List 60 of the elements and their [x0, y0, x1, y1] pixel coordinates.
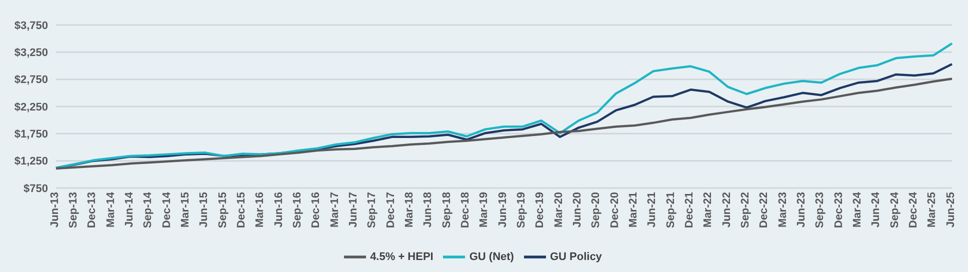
x-tick-label: Dec-18: [459, 192, 472, 228]
x-tick-label: Jun-24: [870, 191, 882, 228]
y-tick-label: $2,250: [14, 101, 48, 114]
x-tick-label: Jun-22: [720, 192, 733, 228]
x-tick-label: Dec-16: [310, 192, 322, 228]
y-tick-label: $1,750: [14, 128, 48, 141]
x-tick-label: Sep-17: [366, 192, 378, 228]
x-tick-label: Jun-21: [646, 192, 658, 228]
x-tick-label: Dec-22: [758, 192, 770, 228]
x-tick-label: Jun-14: [123, 191, 136, 228]
x-tick-label: Jun-23: [795, 192, 808, 228]
x-tick-label: Jun-15: [198, 192, 210, 228]
x-tick-label: Dec-19: [534, 192, 546, 228]
x-tick-label: Dec-17: [384, 192, 397, 228]
x-tick-label: Sep-19: [515, 192, 528, 228]
x-tick-label: Jun-18: [422, 192, 434, 228]
x-tick-label: Jun-17: [347, 192, 360, 228]
x-tick-label: Sep-18: [440, 192, 453, 228]
x-tick-label: Mar-16: [254, 192, 266, 228]
x-tick-label: Jun-13: [48, 192, 61, 228]
x-tick-label: Mar-18: [403, 192, 416, 228]
x-tick-label: Mar-22: [702, 192, 714, 228]
x-tick-label: Jun-16: [272, 192, 285, 228]
x-tick-label: Mar-14: [104, 191, 117, 228]
legend-label: 4.5% + HEPI: [370, 250, 434, 263]
x-tick-label: Sep-20: [590, 192, 602, 228]
x-tick-label: Sep-21: [664, 192, 677, 228]
x-tick-label: Sep-13: [67, 192, 80, 228]
x-tick-label: Mar-24: [851, 191, 864, 228]
y-tick-label: $2,750: [14, 74, 48, 86]
x-tick-label: Mar-25: [926, 192, 938, 228]
y-tick-label: $1,250: [14, 156, 48, 168]
x-tick-label: Sep-16: [291, 192, 304, 228]
x-tick-label: Sep-15: [216, 192, 229, 228]
x-tick-label: Dec-20: [608, 192, 621, 228]
x-tick-label: Dec-13: [86, 192, 98, 228]
x-tick-label: Dec-21: [683, 192, 696, 228]
x-tick-label: Dec-14: [160, 191, 173, 228]
y-tick-label: $3,250: [14, 47, 48, 60]
x-tick-label: Sep-24: [888, 191, 901, 228]
x-tick-label: Jun-20: [571, 192, 584, 228]
x-tick-label: Dec-23: [832, 192, 845, 228]
line-series: [54, 42, 954, 170]
x-tick-label: Jun-19: [496, 192, 509, 228]
x-tick-label: Mar-20: [552, 192, 565, 228]
x-tick-label: Sep-23: [814, 192, 826, 228]
y-tick-label: $750: [24, 182, 48, 195]
x-tick-label: Mar-19: [478, 192, 490, 228]
x-tick-label: Dec-15: [235, 192, 248, 228]
x-tick-label: Mar-17: [328, 192, 341, 228]
y-tick-label: $3,750: [14, 20, 48, 32]
x-tick-label: Mar-21: [627, 192, 640, 228]
x-tick-label: Sep-14: [142, 191, 154, 228]
x-tick-label: Mar-15: [179, 192, 192, 228]
x-tick-label: Dec-24: [907, 191, 920, 228]
x-tick-label: Sep-22: [739, 192, 752, 228]
legend-label: GU (Net): [469, 250, 514, 263]
x-tick-label: Jun-25: [944, 192, 957, 228]
x-tick-label: Mar-23: [776, 192, 789, 228]
legend-label: GU Policy: [550, 250, 602, 263]
